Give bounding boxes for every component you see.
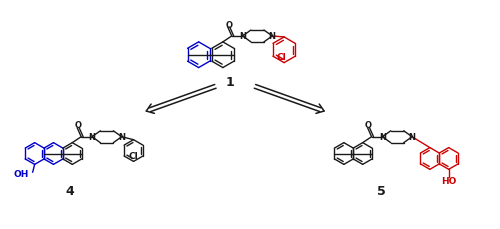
Text: Cl: Cl (128, 152, 138, 161)
Text: Cl: Cl (277, 52, 286, 61)
Text: OH: OH (14, 169, 28, 178)
Text: HO: HO (441, 176, 456, 185)
Text: N: N (379, 133, 386, 142)
Text: 4: 4 (66, 184, 74, 197)
Text: O: O (226, 21, 232, 30)
Text: N: N (88, 133, 96, 142)
Text: O: O (74, 121, 82, 130)
Text: 1: 1 (226, 76, 234, 89)
Text: N: N (118, 133, 125, 142)
Text: 5: 5 (377, 184, 386, 197)
Text: N: N (268, 32, 276, 41)
Text: N: N (408, 133, 416, 142)
Text: O: O (365, 121, 372, 130)
Text: N: N (239, 32, 246, 41)
